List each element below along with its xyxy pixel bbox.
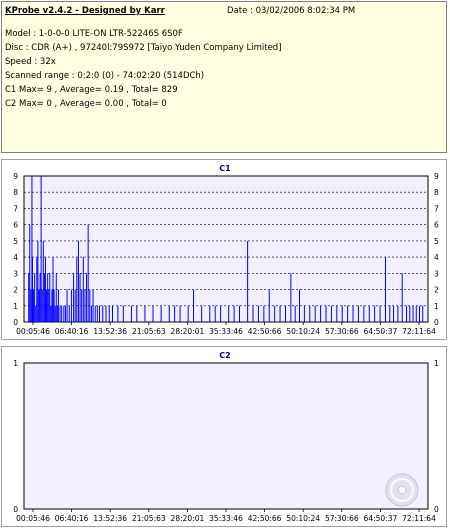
chart-title: C1 [219, 164, 231, 173]
x-tick-label: 57:30:66 [325, 514, 359, 523]
y-tick-label-right: 5 [434, 237, 439, 246]
x-tick-label: 06:40:16 [55, 514, 89, 523]
c2-summary: C2 Max= 0 , Average= 0.00 , Total= 0 [5, 99, 167, 109]
app-title: KProbe v2.4.2 - Designed by Karr [5, 6, 165, 16]
x-tick-label: 50:10:24 [286, 514, 320, 523]
cd-disc-icon [385, 473, 419, 507]
x-tick-label: 35:33:46 [209, 514, 243, 523]
y-tick-label-right: 0 [434, 505, 439, 514]
y-tick-label-right: 4 [434, 253, 439, 262]
y-tick-label-right: 9 [434, 172, 439, 181]
y-tick-label-left: 1 [13, 302, 18, 311]
y-tick-label-left: 0 [13, 505, 18, 514]
x-tick-label: 00:05:46 [16, 327, 50, 336]
c1-chart-panel: C1 0 0 1 1 2 2 3 3 4 4 5 5 6 6 7 7 8 8 9 9 00:05:46 06:40:16 13… [1, 159, 447, 340]
y-tick-label-left: 5 [13, 237, 18, 246]
y-tick-label-right: 8 [434, 188, 439, 197]
model-line: Model : 1-0-0-0 LITE-ON LTR-52246S 6S0F [5, 29, 183, 39]
y-tick-label-left: 3 [13, 269, 18, 278]
x-tick-label: 06:40:16 [55, 327, 89, 336]
x-tick-label: 21:05:63 [132, 514, 166, 523]
c1-chart: C1 0 0 1 1 2 2 3 3 4 4 5 5 6 6 7 7 8 8 9 9 00:05:46 06:40:16 13… [13, 164, 439, 336]
x-tick-label: 64:50:37 [364, 327, 398, 336]
x-tick-label: 64:50:37 [364, 514, 398, 523]
scan-date: Date : 03/02/2006 8:02:34 PM [227, 6, 356, 16]
y-tick-label-left: 2 [13, 286, 18, 295]
x-tick-label: 50:10:24 [286, 327, 320, 336]
y-tick-label-left: 8 [13, 188, 18, 197]
plot-area [23, 175, 429, 323]
y-tick-label-left: 0 [13, 318, 18, 327]
y-tick-label-right: 6 [434, 221, 439, 230]
x-tick-label: 42:50:66 [248, 514, 282, 523]
c2-chart-panel: C2 0 0 1 1 00:05:46 06:40:16 13:52:36 21:05:63 28… [1, 346, 447, 527]
x-tick-label: 00:05:46 [16, 514, 50, 523]
range-line: Scanned range : 0:2:0 (0) - 74:02:20 (51… [5, 71, 205, 81]
y-tick-label-left: 1 [13, 359, 18, 368]
c1-summary: C1 Max= 9 , Average= 0.19 , Total= 829 [5, 85, 178, 95]
chart-title: C2 [219, 351, 230, 360]
y-tick-label-right: 0 [434, 318, 439, 327]
x-tick-label: 13:52:36 [93, 514, 127, 523]
c2-chart: C2 0 0 1 1 00:05:46 06:40:16 13:52:36 21:05:63 28… [13, 351, 439, 523]
y-tick-label-right: 1 [434, 359, 439, 368]
x-tick-label: 28:20:01 [171, 327, 205, 336]
y-tick-label-left: 9 [13, 172, 18, 181]
y-tick-label-right: 7 [434, 204, 439, 213]
x-tick-label: 21:05:63 [132, 327, 166, 336]
y-tick-label-left: 4 [13, 253, 18, 262]
y-tick-label-right: 2 [434, 286, 439, 295]
x-tick-label: 57:30:66 [325, 327, 359, 336]
x-tick-label: 35:33:46 [209, 327, 243, 336]
y-tick-label-left: 6 [13, 221, 18, 230]
x-tick-label: 72:11:64 [402, 514, 436, 523]
disc-line: Disc : CDR (A+) , 97240l:79S972 [Taiyo Y… [5, 43, 282, 53]
y-tick-label-right: 1 [434, 302, 439, 311]
x-tick-label: 28:20:01 [171, 514, 205, 523]
y-tick-label-right: 3 [434, 269, 439, 278]
y-tick-label-left: 7 [13, 204, 18, 213]
x-tick-label: 42:50:66 [248, 327, 282, 336]
x-tick-label: 72:11:64 [402, 327, 436, 336]
disc-info-panel: KProbe v2.4.2 - Designed by Karr Date : … [1, 1, 447, 153]
x-tick-label: 13:52:36 [93, 327, 127, 336]
plot-area [23, 362, 429, 510]
speed-line: Speed : 32x [5, 57, 56, 67]
